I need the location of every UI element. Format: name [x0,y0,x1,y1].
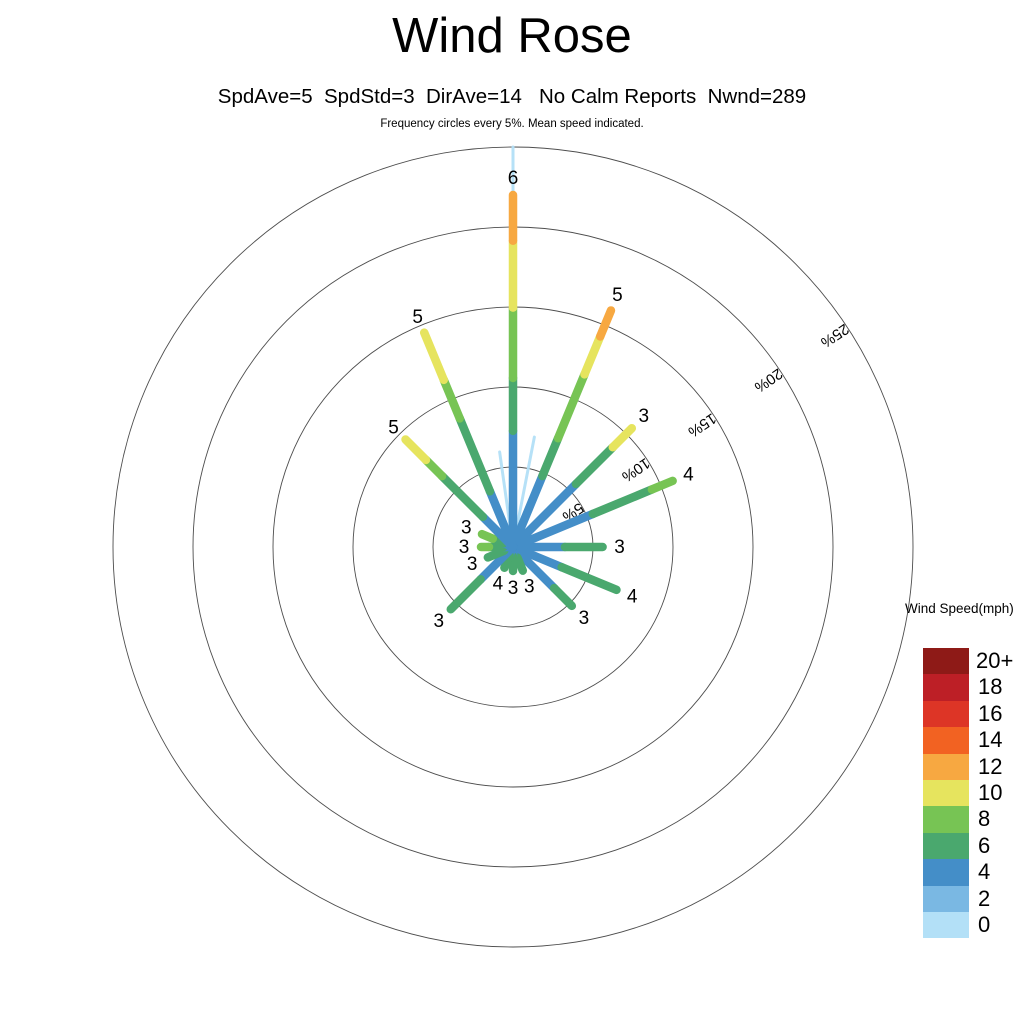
legend-swatch [923,911,969,939]
legend-label: 10 [978,779,1003,805]
legend-row[interactable]: 16 [923,700,1024,728]
legend-label: 0 [978,911,991,937]
petal-segment [557,562,621,595]
legend-row[interactable]: 12 [923,753,1024,780]
legend-label: 2 [978,885,991,911]
legend-swatch [923,779,969,807]
legend-row[interactable]: 4 [923,859,1024,886]
petal-label: 6 [508,168,519,189]
petal-label: 3 [524,576,535,597]
legend-swatch [923,753,969,780]
ring-label: 10% [619,454,653,485]
legend-label: 20+ [976,648,1014,673]
page-title: Wind Rose [392,9,632,63]
legend-row[interactable]: 6 [923,832,1024,860]
petal-segment [508,471,547,552]
legend-swatch [923,700,969,728]
stats-line: SpdAve=5 SpdStd=3 DirAve=14 No Calm Repo… [217,85,807,108]
petal-label: 3 [579,608,590,629]
legend-swatch [923,727,969,754]
legend-swatch [923,859,969,886]
legend-label: 8 [978,806,991,832]
petal-segment [647,476,677,494]
petal-segment [608,423,637,452]
ring-label: 15% [685,409,719,440]
petal-segment [439,375,464,423]
legend-swatch [923,674,969,701]
petal-segment [446,575,485,614]
petal-label: 3 [614,537,625,558]
legend-row[interactable]: 14 [923,727,1024,754]
petal-segment [538,433,563,481]
legend-label: 12 [978,753,1003,779]
ring-label: 20% [751,365,785,396]
legend-swatch [923,648,969,675]
petal-segment [500,551,514,572]
petal-segment [595,306,616,341]
petal-segment [580,332,605,379]
petal-label: 5 [412,307,423,328]
petal-segment [588,485,657,519]
ring-label: 25% [817,320,851,351]
legend-row[interactable]: 8 [923,806,1024,833]
petal-label: 3 [433,611,444,632]
legend-label: 6 [978,832,991,858]
legend-title: Wind Speed(mph) [905,601,1014,616]
legend-label: 16 [978,700,1003,726]
legend-row[interactable]: 10 [923,779,1024,807]
petal-label: 4 [627,586,638,607]
petal-segment [508,509,598,552]
legend-swatch [923,885,969,912]
petal-label: 3 [459,537,470,558]
legend-label: 14 [978,727,1003,753]
petal-segment [508,479,581,552]
legend-row[interactable]: 2 [923,885,1024,912]
legend-swatch [923,806,969,833]
petal-segment [485,487,518,552]
legend-row[interactable]: 18 [923,674,1024,701]
petal-segment [513,553,528,575]
petal-segment [549,583,577,611]
petal-segment [419,328,448,385]
petal-segment [437,471,488,522]
legend-label: 4 [978,859,991,885]
petal-label: 3 [467,554,478,575]
petal-label: 4 [493,573,504,594]
petal-segment [571,442,618,489]
petal-label: 5 [388,417,399,438]
petal-label: 4 [683,464,694,485]
legend-row[interactable]: 0 [923,911,1024,939]
wind-speed-legend: 20+ 18 16 14 12 10 8 6 4 2 0 [923,648,1024,939]
petal-segment [455,414,495,496]
legend-label: 18 [978,674,1003,700]
petal-segment [483,546,509,562]
petal-segment [401,435,431,465]
petal-segment [553,370,589,443]
petal-group [401,145,677,614]
legend-swatch [923,832,969,860]
petal-label: 3 [639,406,650,427]
petal-label: 5 [612,285,623,306]
chart-note: Frequency circles every 5%. Mean speed i… [380,118,644,130]
petal-label: 3 [461,518,472,539]
legend-row[interactable]: 20+ [923,648,1024,675]
petal-label: 3 [508,578,519,599]
petal-segment [477,529,498,543]
